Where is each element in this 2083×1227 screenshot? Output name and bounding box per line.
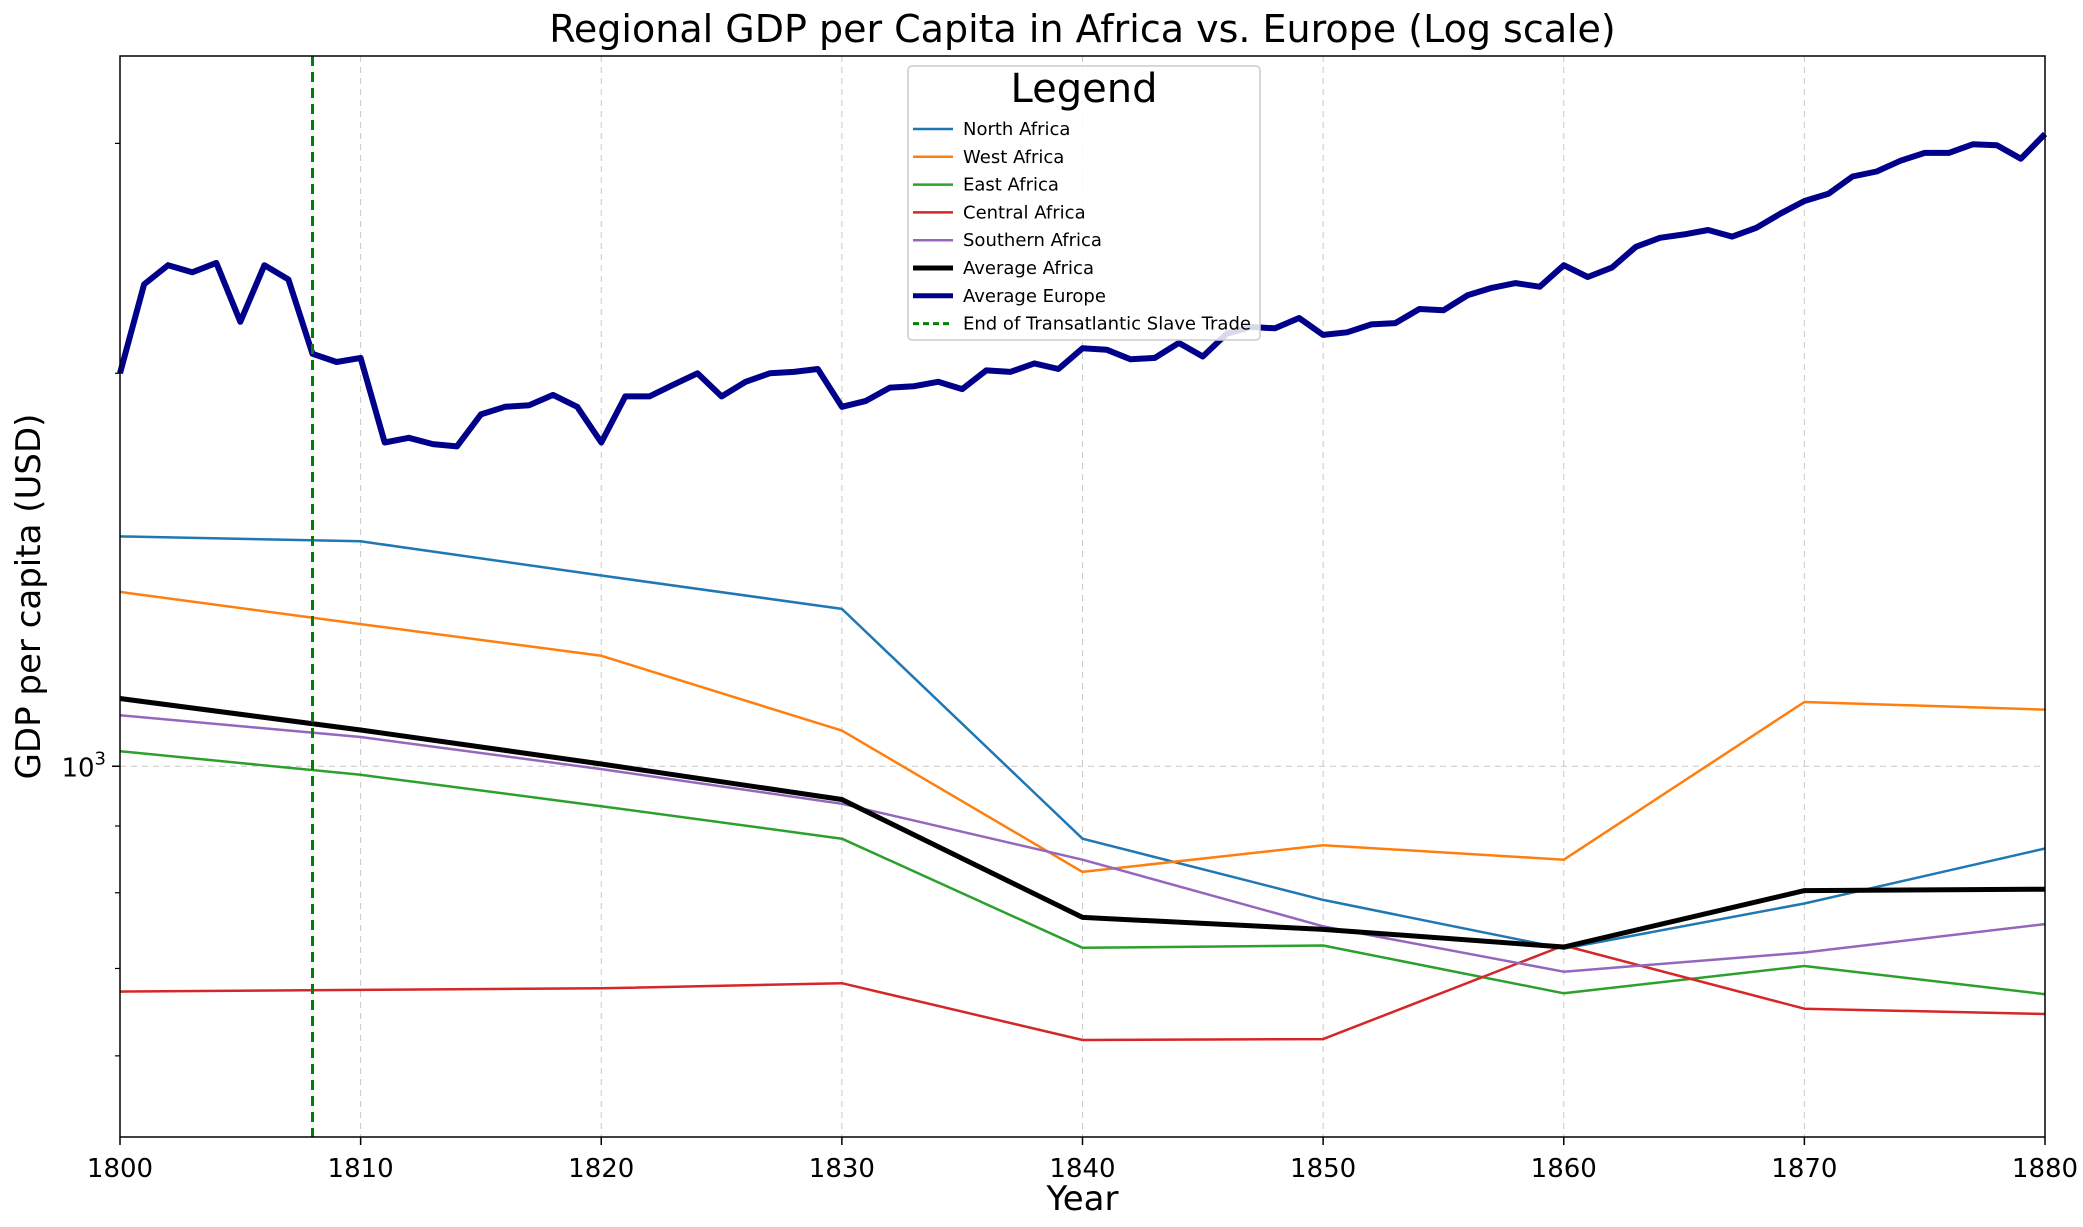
series-line-east-africa bbox=[119, 749, 2046, 996]
legend-entries: North Africa West Africa East Africa Centra… bbox=[913, 119, 1251, 335]
series-lines bbox=[117, 56, 2048, 1137]
x-tick-label: 1880 bbox=[2012, 1154, 2078, 1184]
x-axis-label: Year bbox=[1046, 1179, 1119, 1219]
legend-label-southern-africa: Southern Africa bbox=[963, 230, 1102, 251]
legend-label-north-africa: North Africa bbox=[963, 119, 1070, 140]
x-tick-label: 1840 bbox=[1049, 1154, 1115, 1184]
axis-ticks: 1800 1810 1820 1830 1840 1850 1860 1870 1880 103 bbox=[61, 142, 2078, 1184]
y-tick-label: 103 bbox=[61, 748, 106, 783]
y-axis-label: GDP per capita (USD) bbox=[9, 414, 49, 780]
series-line-central-africa bbox=[119, 944, 2046, 1042]
x-tick-label: 1860 bbox=[1531, 1154, 1597, 1184]
series-line-southern-africa bbox=[119, 714, 2046, 973]
x-tick-label: 1830 bbox=[809, 1154, 875, 1184]
legend-box bbox=[907, 65, 1261, 341]
x-tick-label: 1820 bbox=[568, 1154, 634, 1184]
legend-label-average-europe: Average Europe bbox=[963, 286, 1106, 307]
chart-title: Regional GDP per Capita in Africa vs. Eu… bbox=[549, 7, 1616, 51]
legend-label-end-of-transatlantic-slave-trade: End of Transatlantic Slave Trade bbox=[963, 314, 1251, 335]
series-line-average-africa bbox=[119, 696, 2046, 950]
legend-label-average-africa: Average Africa bbox=[963, 258, 1094, 279]
legend-title: Legend bbox=[1011, 66, 1158, 112]
legend-label-west-africa: West Africa bbox=[963, 147, 1064, 168]
x-tick-label: 1870 bbox=[1771, 1154, 1837, 1184]
x-tick-label: 1810 bbox=[328, 1154, 394, 1184]
series-line-west-africa bbox=[119, 590, 2046, 874]
legend-label-east-africa: East Africa bbox=[963, 175, 1059, 196]
x-tick-label: 1800 bbox=[87, 1154, 153, 1184]
legend: Legend North Africa West Africa East Afric… bbox=[907, 65, 1261, 341]
x-tick-label: 1850 bbox=[1290, 1154, 1356, 1184]
series-line-average-europe bbox=[117, 131, 2048, 450]
series-line-north-africa bbox=[119, 535, 2046, 950]
legend-label-central-africa: Central Africa bbox=[963, 202, 1086, 223]
